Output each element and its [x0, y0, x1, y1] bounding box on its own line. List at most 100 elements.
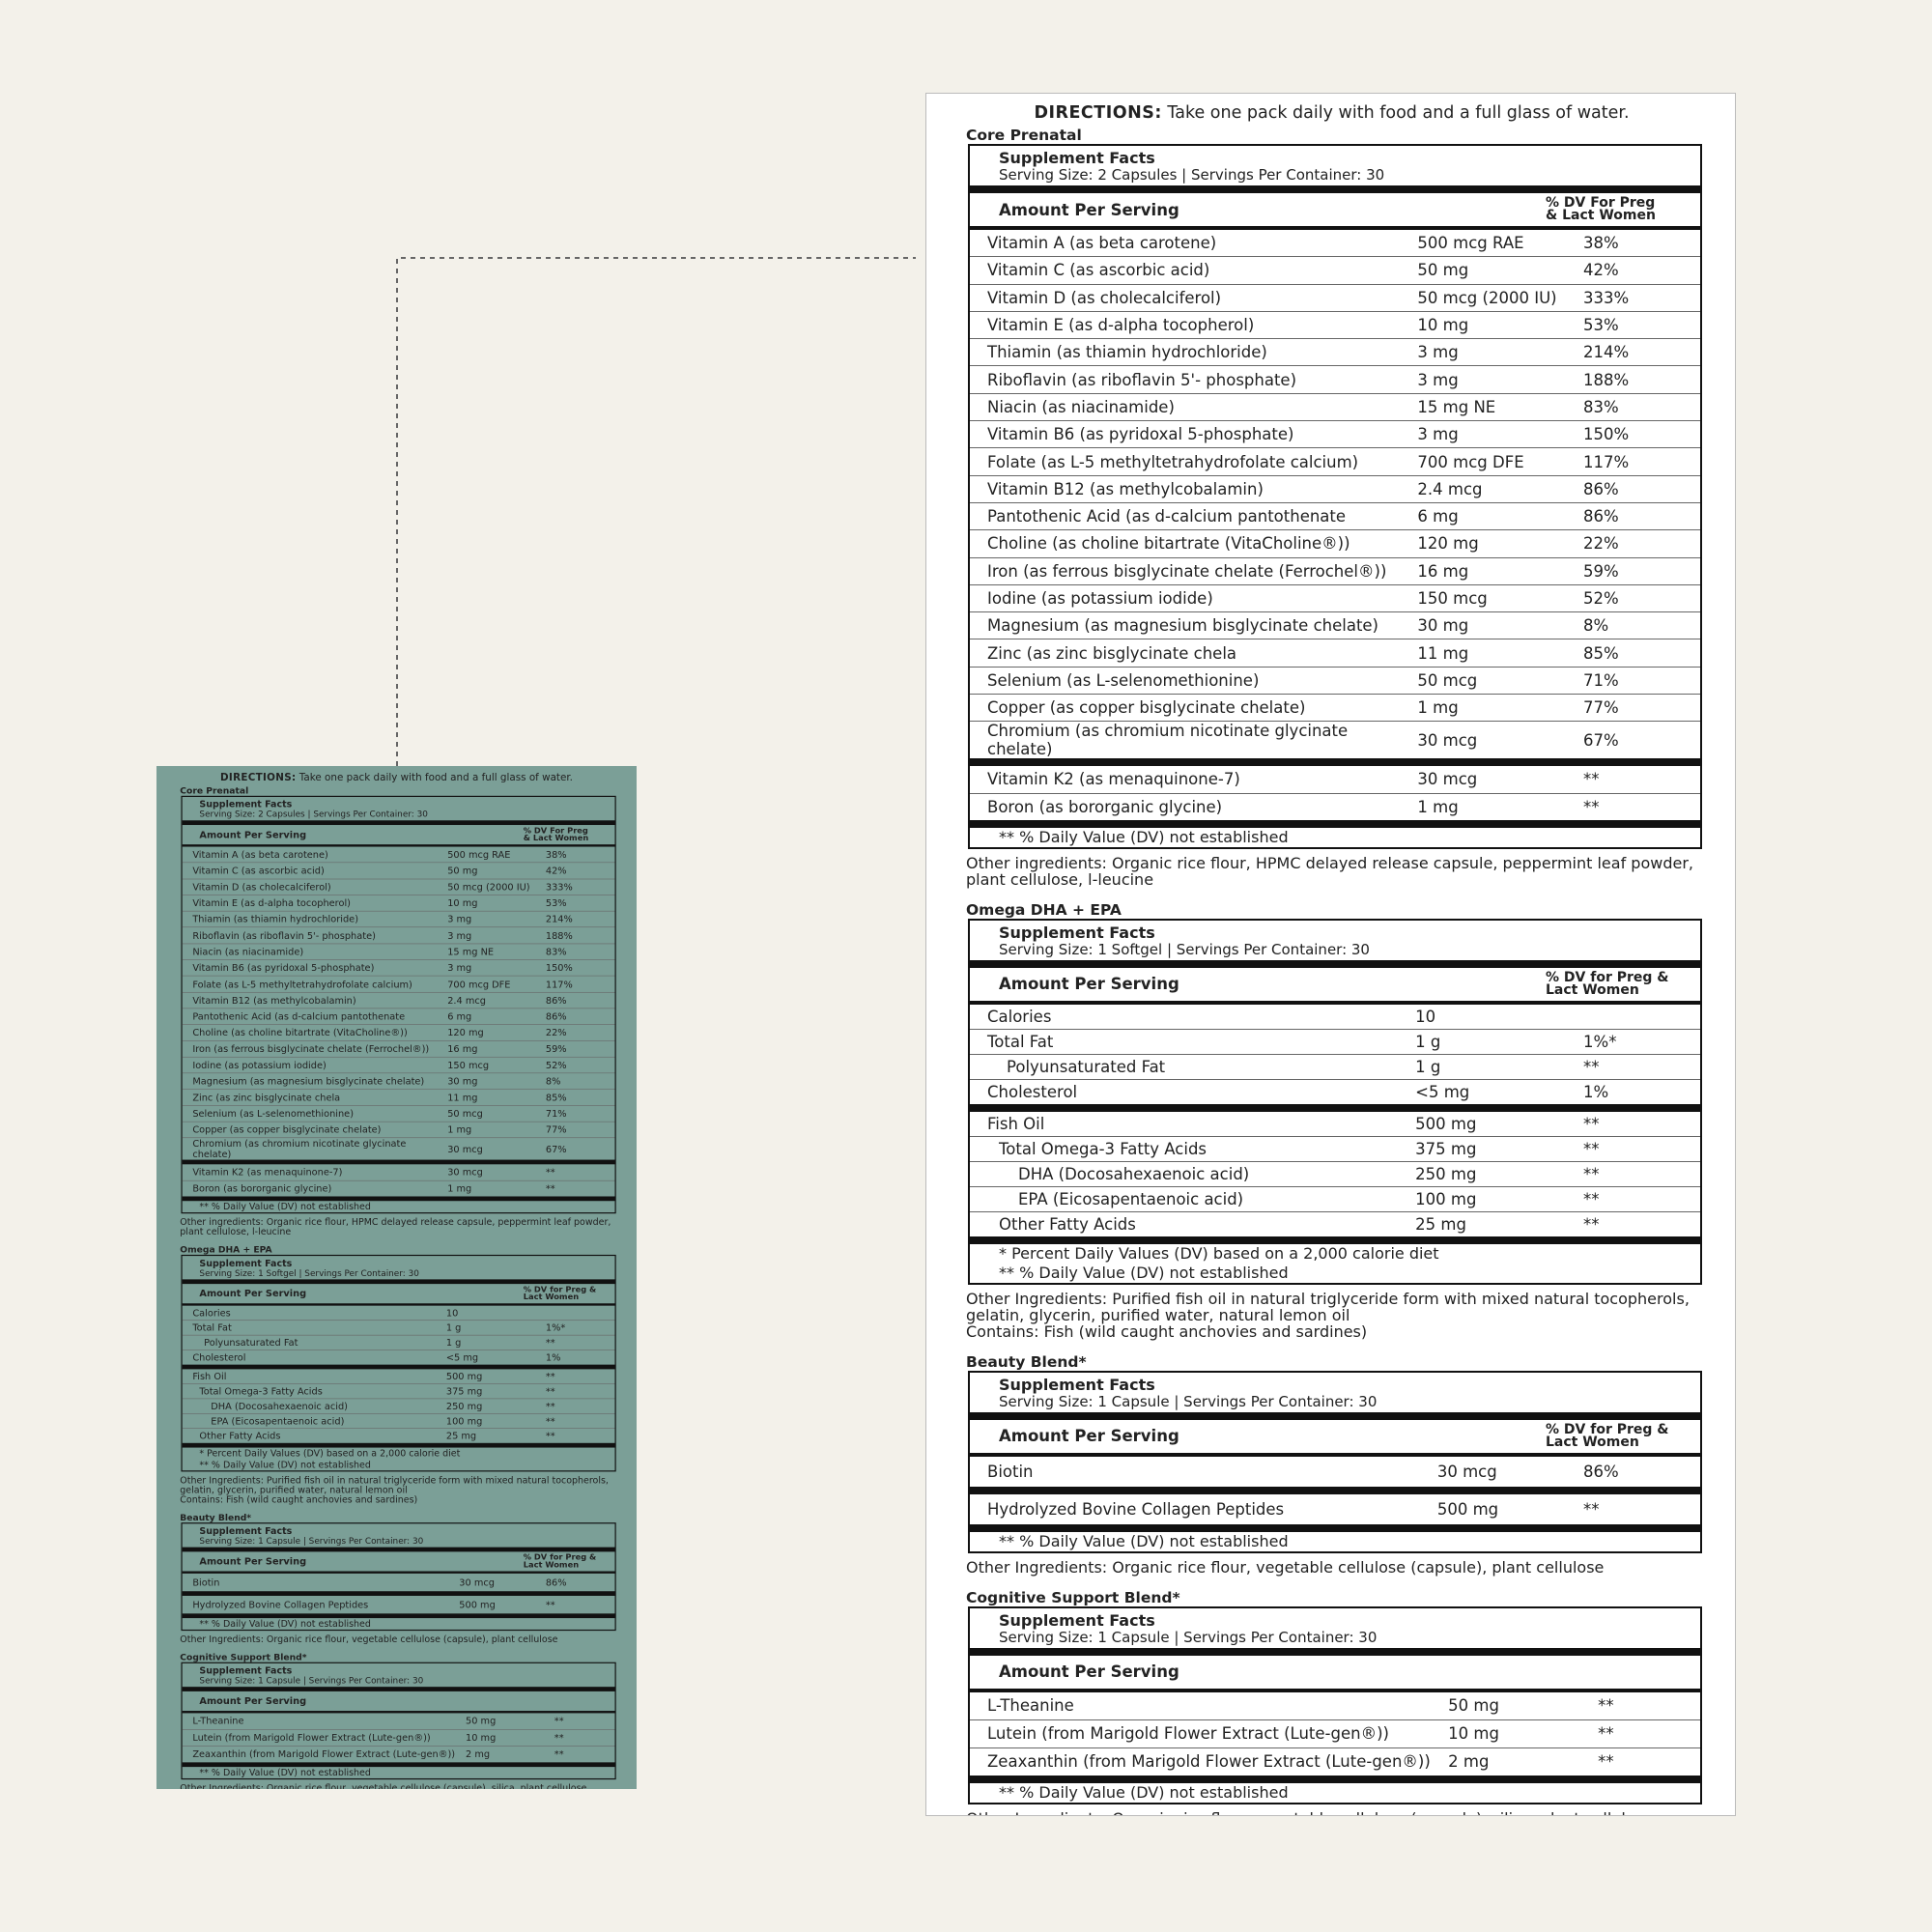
amount: 30 mcg — [1417, 730, 1478, 750]
thick-bar — [182, 1591, 615, 1596]
thick-bar — [970, 819, 1700, 828]
daily-value: 22% — [545, 1027, 567, 1038]
facts-title: Supplement Facts — [999, 1610, 1155, 1630]
nutrient-row: Choline (as choline bitartrate (VitaChol… — [182, 1025, 615, 1041]
amount: 120 mg — [1417, 534, 1479, 554]
amount: 1 mg — [447, 1182, 472, 1194]
daily-value: ** — [545, 1337, 555, 1349]
nutrient-name: Copper (as copper bisglycinate chelate) — [192, 1123, 382, 1136]
amount-header: Amount Per Serving % DV For Preg & Lact W… — [970, 193, 1700, 226]
amount: 500 mg — [1415, 1114, 1477, 1133]
nutrient-name: Vitamin B12 (as methylcobalamin) — [192, 994, 356, 1007]
amount: 1 mg — [447, 1123, 472, 1136]
nutrient-name: Vitamin A (as beta carotene) — [987, 234, 1217, 253]
amount: 30 mcg — [447, 1143, 483, 1155]
nutrient-row: Total Fat 1 g 1%* — [970, 1030, 1700, 1055]
nutrient-name: Hydrolyzed Bovine Collagen Peptides — [987, 1499, 1285, 1519]
amount: 50 mcg (2000 IU) — [1417, 288, 1557, 307]
thick-bar — [970, 758, 1700, 767]
amount: 250 mg — [445, 1400, 483, 1412]
nutrient-name: Choline (as choline bitartrate (VitaChol… — [987, 534, 1350, 554]
other-ingredients-text: Contains: Fish (wild caught anchovies an… — [180, 1493, 418, 1505]
nutrient-row: Zinc (as zinc bisglycinate chela 11 mg 85% — [182, 1090, 615, 1106]
other-ingredients: Other Ingredients: Organic rice flour, v… — [180, 1783, 615, 1789]
amount: 10 — [1415, 1007, 1436, 1026]
daily-value: 42% — [1583, 261, 1619, 280]
nutrient-row: Lutein (from Marigold Flower Extract (Lu… — [970, 1720, 1700, 1748]
nutrient-name: Folate (as L-5 methyltetrahydrofolate ca… — [192, 979, 412, 990]
nutrient-row: Magnesium (as magnesium bisglycinate che… — [970, 612, 1700, 640]
facts-title: Supplement Facts — [199, 1525, 293, 1537]
amount: 30 mcg — [1417, 770, 1478, 789]
directions: DIRECTIONS: Take one pack daily with foo… — [156, 772, 637, 783]
nutrient-row: L-Theanine 50 mg ** — [182, 1713, 615, 1730]
amount: 15 mg NE — [1417, 397, 1496, 416]
nutrient-name: EPA (Eicosapentaenoic acid) — [211, 1415, 345, 1427]
amount-per-serving: Amount Per Serving — [999, 1427, 1179, 1446]
amount: 2.4 mcg — [1417, 479, 1483, 498]
label: DIRECTIONS: Take one pack daily with foo… — [156, 766, 637, 1789]
footnote: ** % Daily Value (DV) not established — [199, 1201, 371, 1212]
amount: 1 g — [1415, 1032, 1441, 1051]
nutrient-row: Vitamin B6 (as pyridoxal 5-phosphate) 3 m… — [970, 421, 1700, 449]
other-ingredients-text: Other ingredients: Organic rice flour, H… — [966, 853, 1693, 889]
label-panel: DIRECTIONS: Take one pack daily with foo… — [925, 93, 1736, 1816]
nutrient-name: Riboflavin (as riboflavin 5'- phosphate) — [192, 929, 376, 942]
nutrient-name: Iodine (as potassium iodide) — [192, 1059, 327, 1071]
amount: 375 mg — [445, 1385, 483, 1397]
nutrient-row: Iron (as ferrous bisglycinate chelate (F… — [182, 1041, 615, 1058]
nutrient-row: Pantothenic Acid (as d-calcium pantothen… — [182, 1009, 615, 1025]
nutrient-row: L-Theanine 50 mg ** — [970, 1692, 1700, 1720]
dv-header: % DV for Preg & Lact Women — [1546, 969, 1669, 998]
amount: 3 mg — [1417, 343, 1459, 362]
rule — [182, 1571, 615, 1574]
nutrient-row: Vitamin A (as beta carotene) 500 mcg RAE 3… — [182, 847, 615, 864]
section: Beauty Blend* Supplement Facts Serving Siz… — [966, 1353, 1702, 1577]
nutrient-name: Total Omega-3 Fatty Acids — [199, 1385, 323, 1397]
thick-bar — [970, 1486, 1700, 1494]
amount: 500 mg — [459, 1599, 496, 1610]
other-ingredients-text: Other Ingredients: Purified fish oil in … — [966, 1289, 1690, 1324]
amount: 150 mcg — [447, 1059, 490, 1071]
serving-info: Serving Size: 2 Capsules | Servings Per … — [999, 166, 1385, 184]
nutrient-name: Calories — [987, 1007, 1052, 1026]
section-title: Cognitive Support Blend* — [180, 1651, 307, 1662]
daily-value: 86% — [545, 1010, 567, 1022]
thick-bar — [182, 1364, 615, 1370]
amount: <5 mg — [445, 1351, 479, 1363]
daily-value: 86% — [1583, 479, 1619, 498]
section: Cognitive Support Blend* Supplement Facts… — [180, 1651, 616, 1789]
nutrient-row: Polyunsaturated Fat 1 g ** — [970, 1055, 1700, 1080]
nutrient-name: Other Fatty Acids — [199, 1430, 281, 1441]
amount-per-serving: Amount Per Serving — [199, 1555, 307, 1568]
amount-header: Amount Per Serving % DV for Preg & Lact W… — [183, 1551, 615, 1571]
nutrient-row: Total Omega-3 Fatty Acids 375 mg ** — [970, 1137, 1700, 1162]
daily-value: 83% — [545, 946, 567, 957]
nutrient-name: Vitamin A (as beta carotene) — [192, 848, 328, 861]
amount: 50 mg — [1417, 261, 1469, 280]
dv-header: % DV for Preg & Lact Women — [523, 1552, 597, 1570]
nutrient-name: Boron (as bororganic glycine) — [192, 1182, 332, 1194]
daily-value: ** — [1598, 1752, 1614, 1772]
amount-per-serving: Amount Per Serving — [199, 1695, 307, 1707]
nutrient-row: Niacin (as niacinamide) 15 mg NE 83% — [182, 944, 615, 960]
other-ingredients-text: Other Ingredients: Organic rice flour, v… — [966, 1557, 1605, 1577]
nutrient-name: Chromium (as chromium nicotinate glycina… — [987, 722, 1349, 759]
nutrient-name: Calories — [192, 1307, 231, 1319]
section-title: Cognitive Support Blend* — [966, 1588, 1180, 1606]
thick-bar — [970, 1103, 1700, 1112]
nutrient-name: Riboflavin (as riboflavin 5'- phosphate) — [987, 370, 1297, 389]
facts-title: Supplement Facts — [199, 1664, 293, 1676]
daily-value: 214% — [545, 914, 573, 925]
daily-value: 86% — [545, 1577, 567, 1588]
amount: 3 mg — [1417, 425, 1459, 444]
nutrient-name: Zinc (as zinc bisglycinate chela — [987, 643, 1237, 663]
daily-value: ** — [1583, 1114, 1600, 1133]
dv-header: % DV for Preg & Lact Women — [1546, 1421, 1669, 1450]
section: Omega DHA + EPA Supplement Facts Serving S… — [180, 1244, 616, 1505]
nutrient-row: Other Fatty Acids 25 mg ** — [970, 1212, 1700, 1236]
amount: 6 mg — [1417, 507, 1459, 526]
daily-value: ** — [1583, 1214, 1600, 1234]
serving-info: Serving Size: 1 Softgel | Servings Per C… — [999, 940, 1370, 958]
